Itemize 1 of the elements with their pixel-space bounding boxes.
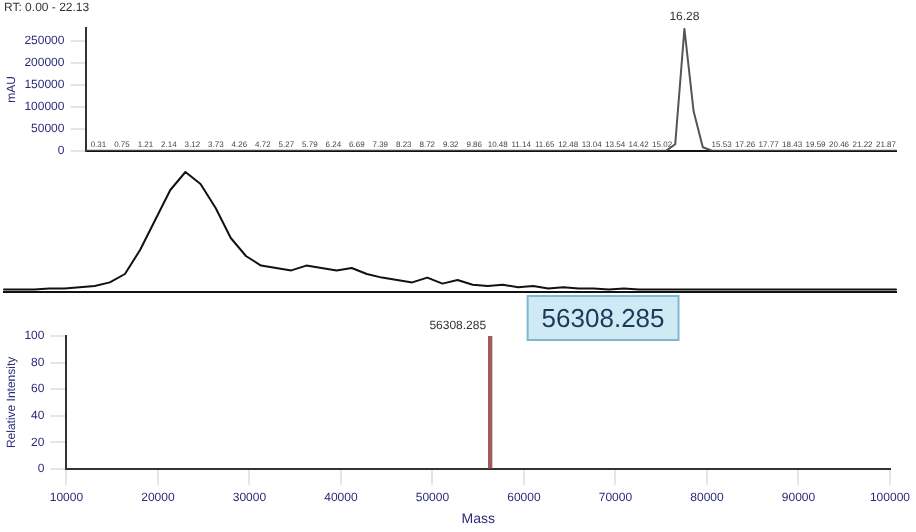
- text: 56308.285: [541, 303, 665, 334]
